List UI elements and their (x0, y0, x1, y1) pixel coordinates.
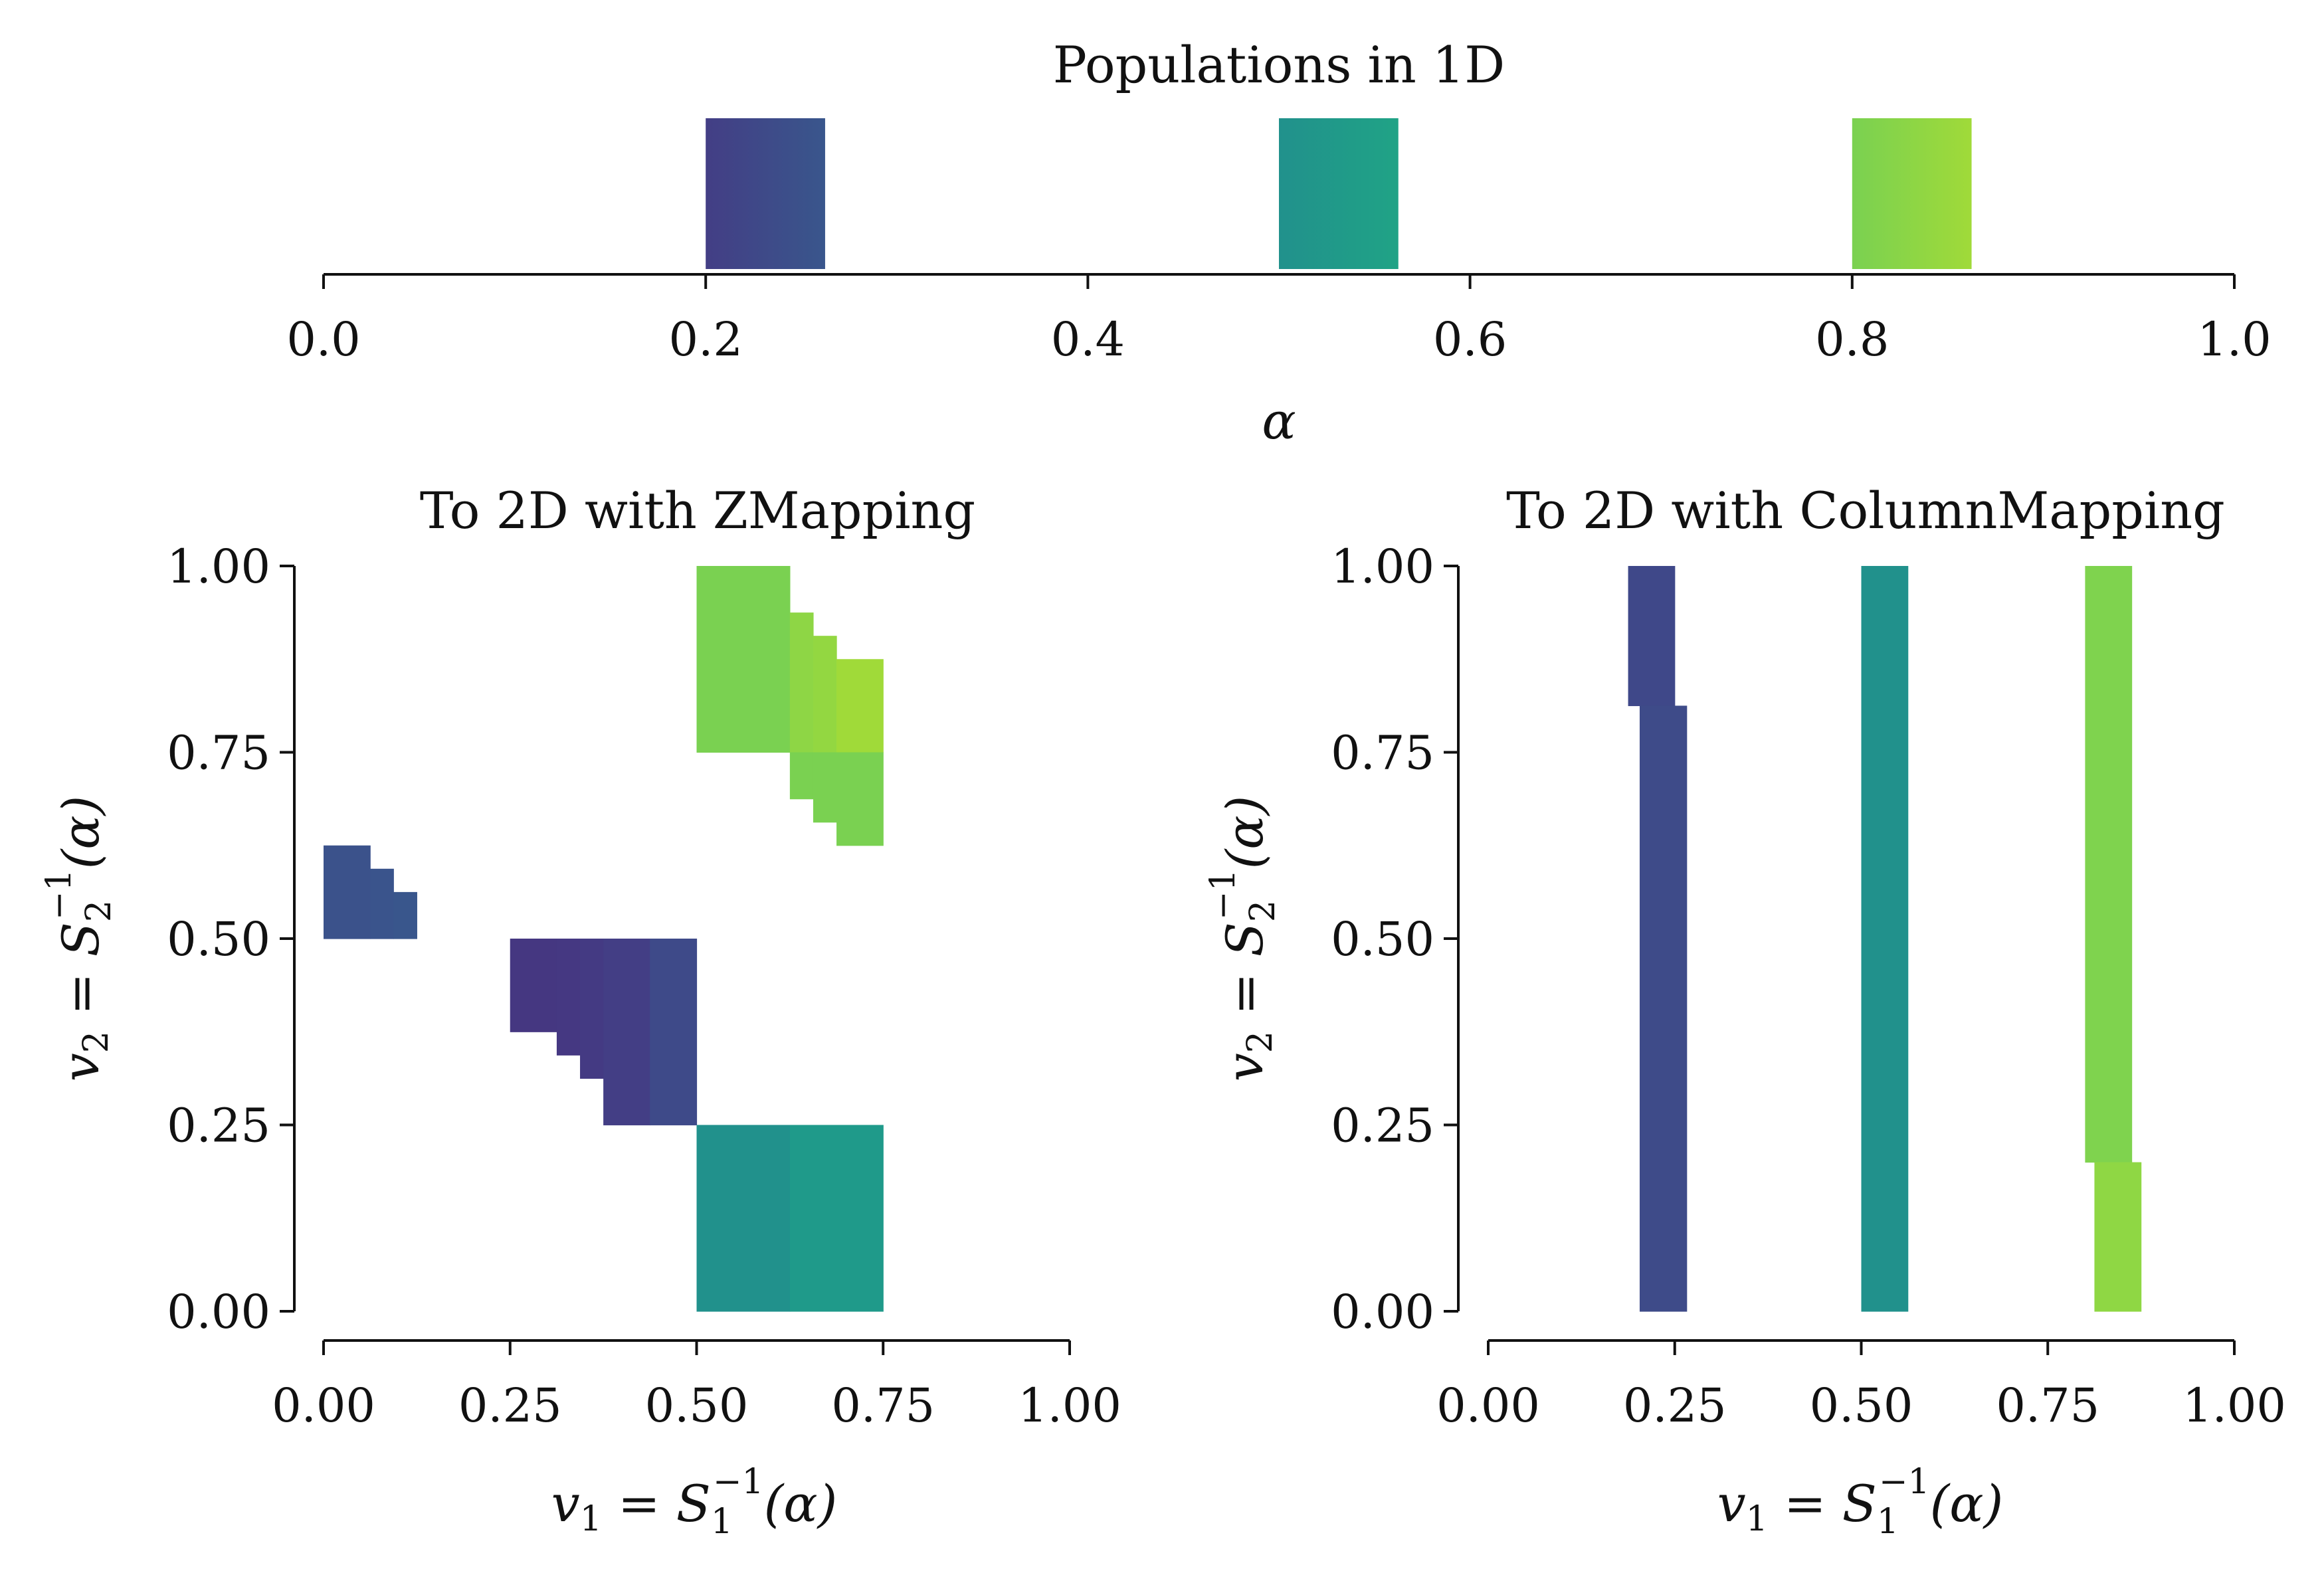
zmapping-y-tick-label: 0.25 (167, 1099, 270, 1153)
zmapping-cell (789, 612, 814, 753)
zmapping-cell (556, 939, 581, 1056)
zmapping-cell (510, 939, 557, 1032)
zmapping-x-tick-label: 1.00 (1018, 1378, 1121, 1433)
columnmapping-x-tick-label: 0.00 (1436, 1378, 1540, 1433)
y-ticks-zmapping: 0.00 0.25 0.50 0.75 1.00 (167, 539, 294, 1339)
zmapping-y-tick-label: 1.00 (167, 539, 270, 594)
title-zmapping: To 2D with ZMapping (420, 481, 975, 540)
x-tick-label-1d: 0.8 (1815, 312, 1889, 367)
x-ticks-zmapping: 0.00 0.25 0.50 0.75 1.00 (272, 1340, 1121, 1433)
columnmapping-y-tick-label: 0.25 (1331, 1099, 1434, 1153)
zmapping-panel: To 2D with ZMapping 0.00 0.25 0.50 0.75 1.00… (39, 481, 1121, 1542)
population-bar-2 (1279, 118, 1399, 269)
xlabel-1d: α (1262, 391, 1296, 450)
x-ticks-columnmapping: 0.00 0.25 0.50 0.75 1.00 (1436, 1340, 2286, 1433)
x-tick-label-1d: 0.4 (1051, 312, 1125, 367)
zmapping-cell (813, 636, 837, 753)
columnmapping-x-tick-label: 1.00 (2182, 1378, 2286, 1433)
columnmapping-x-tick-label: 0.50 (1810, 1378, 1913, 1433)
columnmapping-cell (1628, 566, 1676, 706)
columnmapping-cell (1861, 566, 1909, 1312)
title-1d: Populations in 1D (1053, 35, 1505, 94)
columnmapping-y-tick-label: 1.00 (1331, 539, 1434, 594)
zmapping-cell (650, 939, 698, 1126)
title-columnmapping: To 2D with ColumnMapping (1506, 481, 2225, 540)
zmapping-cell (696, 566, 791, 753)
columnmapping-y-tick-label: 0.75 (1331, 726, 1434, 781)
population-bar-1 (706, 118, 825, 269)
zmapping-cell (603, 939, 650, 1126)
x-ticks-1d: 0.0 0.2 0.4 0.6 0.8 1.0 (286, 274, 2272, 367)
zmapping-cell (836, 659, 884, 753)
zmapping-cell (580, 939, 604, 1079)
zmapping-cell (836, 752, 884, 846)
zmapping-cell (813, 752, 837, 823)
columnmapping-cell (1639, 705, 1688, 1312)
zmapping-cell (324, 845, 371, 939)
zmapping-cell (789, 1125, 884, 1312)
columnmapping-cell (2094, 1162, 2142, 1312)
xlabel-zmapping: v1 = S1−1(α) (551, 1462, 837, 1542)
zmapping-y-tick-label: 0.00 (167, 1285, 270, 1339)
zmapping-x-tick-label: 0.25 (458, 1378, 562, 1433)
population-bar-3 (1852, 118, 1972, 269)
x-tick-label-1d: 0.2 (669, 312, 743, 367)
x-tick-label-1d: 0.6 (1433, 312, 1507, 367)
ylabel-columnmapping: v2 = S2−1(α) (1203, 796, 1283, 1081)
zmapping-x-tick-label: 0.50 (645, 1378, 749, 1433)
xlabel-columnmapping: v1 = S1−1(α) (1717, 1462, 2003, 1542)
ylabel-zmapping: v2 = S2−1(α) (39, 796, 119, 1081)
columnmapping-x-tick-label: 0.25 (1623, 1378, 1727, 1433)
columnmapping-cells (1628, 566, 2142, 1312)
columnmapping-panel: To 2D with ColumnMapping 0.00 0.25 0.50 0.7… (1203, 481, 2286, 1542)
columnmapping-x-tick-label: 0.75 (1996, 1378, 2099, 1433)
zmapping-cell (789, 752, 814, 800)
zmapping-x-tick-label: 0.75 (831, 1378, 935, 1433)
populations-1d-bars (706, 118, 1972, 269)
columnmapping-y-tick-label: 0.00 (1331, 1285, 1434, 1339)
zmapping-y-tick-label: 0.75 (167, 726, 270, 781)
zmapping-cell (696, 1125, 791, 1312)
x-tick-label-1d: 0.0 (286, 312, 360, 367)
x-tick-label-1d: 1.0 (2197, 312, 2271, 367)
columnmapping-cell (2085, 566, 2133, 1163)
zmapping-cell (393, 891, 417, 939)
y-ticks-columnmapping: 0.00 0.25 0.50 0.75 1.00 (1331, 539, 1458, 1339)
populations-1d-panel: Populations in 1D 0.0 0.2 0.4 0.6 0.8 1.0 α (286, 35, 2271, 450)
zmapping-cells (324, 566, 884, 1312)
zmapping-x-tick-label: 0.00 (272, 1378, 375, 1433)
zmapping-cell (370, 868, 394, 939)
zmapping-y-tick-label: 0.50 (167, 912, 270, 967)
columnmapping-y-tick-label: 0.50 (1331, 912, 1434, 967)
